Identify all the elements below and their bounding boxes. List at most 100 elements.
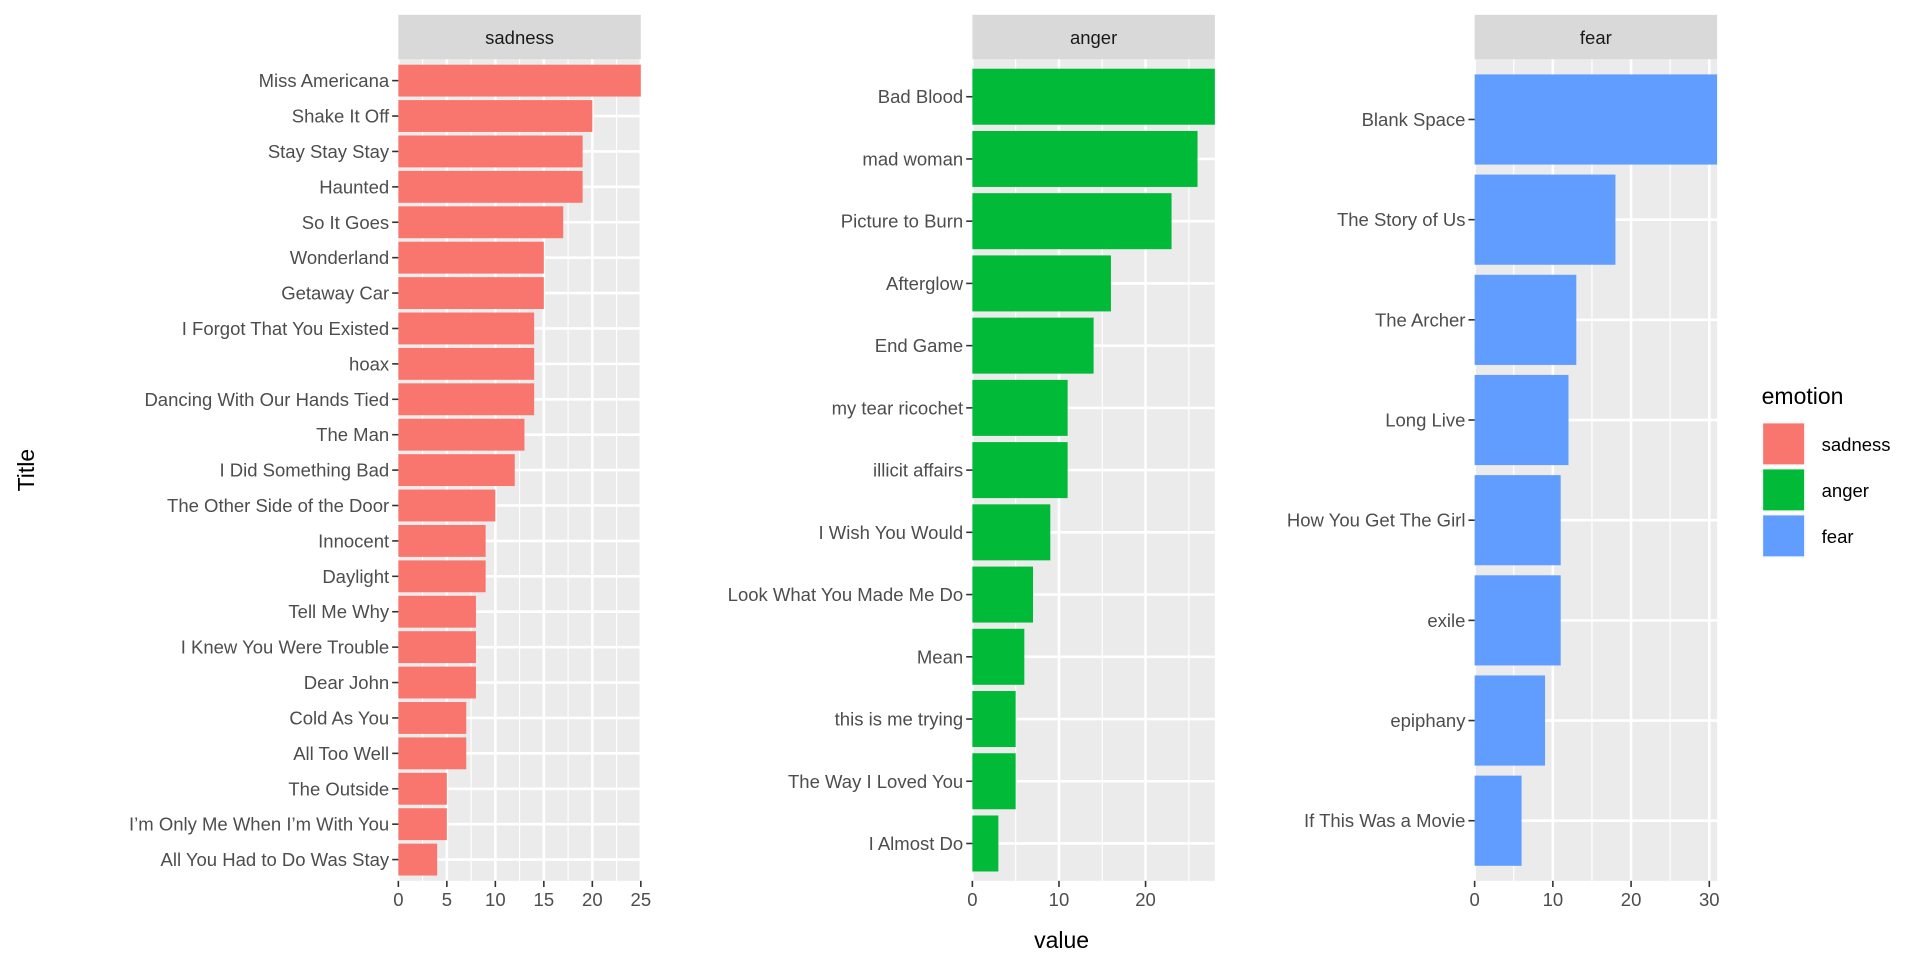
x-tick-label: 20 <box>1135 889 1156 910</box>
x-tick-label: 5 <box>442 889 452 910</box>
bar-anger-1 <box>972 68 1215 125</box>
x-tick-label: 15 <box>534 889 555 910</box>
y-tick-label: So It Goes <box>302 212 389 233</box>
y-tick-label: mad woman <box>862 148 963 169</box>
panel-fear: fear Blank Space The Story of Us The Archer… <box>1287 14 1720 910</box>
y-tick-label: this is me trying <box>835 709 964 730</box>
y-tick-label: I Almost Do <box>869 833 964 854</box>
y-tick-label: Dear John <box>304 672 389 693</box>
y-tick-label: Miss Americana <box>259 70 390 91</box>
y-tick-label: Picture to Burn <box>841 211 963 232</box>
y-tick-label: Look What You Made Me Do <box>728 584 964 605</box>
legend-label-anger: anger <box>1822 480 1869 501</box>
x-tick-label: 20 <box>1621 889 1642 910</box>
y-tick-label: The Way I Loved You <box>788 771 963 792</box>
bar-anger-5 <box>972 317 1094 374</box>
bar-sadness-6 <box>398 241 544 274</box>
y-tick-label: The Outside <box>288 778 389 799</box>
bar-sadness-16 <box>398 595 476 628</box>
bar-anger-9 <box>972 566 1033 623</box>
y-tick-label: All Too Well <box>293 743 389 764</box>
y-tick-label: Shake It Off <box>292 106 390 127</box>
bar-sadness-1 <box>398 64 641 97</box>
y-tick-label: Getaway Car <box>281 283 389 304</box>
legend-key-sadness <box>1762 422 1806 466</box>
bar-sadness-3 <box>398 135 583 168</box>
strip-label-fear: fear <box>1580 27 1612 48</box>
bar-anger-2 <box>972 130 1198 187</box>
y-tick-label: illicit affairs <box>873 460 963 481</box>
y-tick-label: Daylight <box>322 566 389 587</box>
legend-key-fear <box>1762 514 1806 558</box>
y-tick-label: I Knew You Were Trouble <box>181 637 389 658</box>
bar-anger-3 <box>972 193 1172 250</box>
bar-sadness-17 <box>398 631 476 664</box>
bar-sadness-11 <box>398 418 525 451</box>
legend-label-fear: fear <box>1822 526 1854 547</box>
bar-fear-6 <box>1474 575 1561 666</box>
y-tick-label: How You Get The Girl <box>1287 510 1466 531</box>
y-tick-label: End Game <box>875 335 963 356</box>
bar-fear-4 <box>1474 374 1569 466</box>
y-tick-label: All You Had to Do Was Stay <box>161 849 390 870</box>
legend-key-anger <box>1762 468 1806 512</box>
y-tick-label: epiphany <box>1390 710 1466 731</box>
y-tick-label: I Did Something Bad <box>219 460 389 481</box>
y-tick-label: Wonderland <box>290 247 389 268</box>
bar-fear-8 <box>1474 775 1522 866</box>
y-tick-label: exile <box>1427 610 1465 631</box>
y-tick-label: Dancing With Our Hands Tied <box>144 389 389 410</box>
y-tick-label: Tell Me Why <box>288 601 389 622</box>
bar-sadness-12 <box>398 454 515 487</box>
y-tick-label: The Story of Us <box>1337 209 1466 230</box>
y-tick-label: If This Was a Movie <box>1304 810 1465 831</box>
x-tick-label: 10 <box>485 889 506 910</box>
y-tick-label: Mean <box>917 646 963 667</box>
y-tick-label: Long Live <box>1385 410 1465 431</box>
bar-sadness-19 <box>398 702 467 734</box>
bar-sadness-23 <box>398 843 438 876</box>
bar-anger-12 <box>972 753 1016 810</box>
bar-sadness-8 <box>398 312 535 345</box>
y-tick-label: The Other Side of the Door <box>167 495 389 516</box>
bar-fear-3 <box>1474 274 1577 365</box>
legend: emotion sadness anger fear <box>1761 383 1891 558</box>
bar-sadness-22 <box>398 808 447 841</box>
y-tick-label: I Wish You Would <box>819 522 964 543</box>
x-tick-label: 0 <box>393 889 403 910</box>
y-tick-label: Innocent <box>318 530 389 551</box>
y-tick-label: The Archer <box>1375 309 1466 330</box>
y-tick-label: Bad Blood <box>878 86 963 107</box>
y-axis-title: Title <box>13 449 39 492</box>
strip-sadness <box>398 14 641 60</box>
x-tick-label: 30 <box>1699 889 1720 910</box>
bar-sadness-18 <box>398 666 476 699</box>
bar-sadness-10 <box>398 383 535 416</box>
x-tick-label: 20 <box>582 889 603 910</box>
y-tick-label: Afterglow <box>886 273 964 294</box>
bar-anger-10 <box>972 628 1025 685</box>
bar-sadness-20 <box>398 737 467 770</box>
bar-sadness-2 <box>398 100 593 132</box>
strip-fear <box>1474 14 1718 60</box>
y-tick-label: hoax <box>349 353 390 374</box>
panel-anger: anger Bad Blood mad woman Picture to Burn Af… <box>728 14 1215 910</box>
strip-label-anger: anger <box>1070 27 1117 48</box>
panel-sadness: sadness Miss Americana Shake It Off Stay St… <box>129 14 651 910</box>
bar-sadness-5 <box>398 206 564 239</box>
bar-sadness-21 <box>398 772 447 805</box>
bar-anger-8 <box>972 504 1051 561</box>
bar-anger-4 <box>972 255 1111 312</box>
x-tick-label: 0 <box>967 889 977 910</box>
x-tick-label: 0 <box>1469 889 1479 910</box>
bar-sadness-15 <box>398 560 486 593</box>
y-tick-label: Blank Space <box>1362 109 1466 130</box>
bar-anger-6 <box>972 379 1068 436</box>
strip-anger <box>972 14 1215 60</box>
bar-anger-13 <box>972 815 999 872</box>
bar-fear-7 <box>1474 675 1546 766</box>
bar-sadness-13 <box>398 489 496 522</box>
bar-anger-7 <box>972 442 1068 499</box>
